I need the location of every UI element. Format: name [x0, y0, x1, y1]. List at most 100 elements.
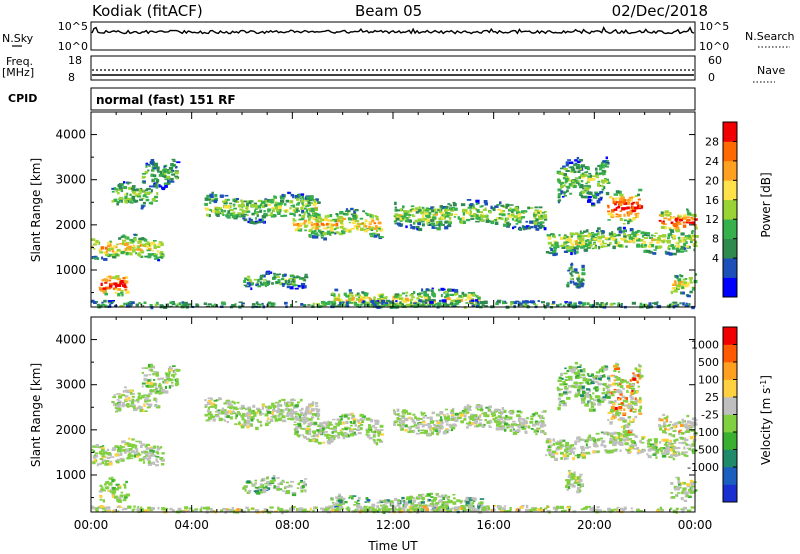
velocity-cell [227, 403, 232, 406]
power-cell [170, 177, 174, 181]
power-cell [244, 277, 248, 281]
power-cell [333, 299, 336, 304]
power-cell [267, 203, 271, 206]
power-cell [569, 280, 572, 284]
power-cell [152, 185, 156, 188]
power-cell [183, 304, 187, 307]
velocity-cell [424, 431, 428, 435]
velocity-cell [665, 446, 669, 449]
power-cell [460, 295, 464, 299]
velocity-cell [497, 418, 501, 421]
velocity-cell [299, 416, 302, 418]
velocity-cell [149, 449, 153, 452]
power-cell [452, 201, 456, 204]
velocity-echo-band [545, 431, 698, 461]
velocity-cell [298, 409, 302, 412]
velocity-cell [429, 428, 432, 432]
velocity-cell [488, 424, 491, 427]
velocity-cell [655, 438, 658, 442]
power-cell [575, 241, 578, 245]
power-cell [219, 194, 224, 198]
power-cell [566, 246, 571, 249]
power-cell [297, 201, 300, 204]
power-cell [256, 213, 259, 218]
velocity-cell [281, 398, 286, 401]
power-cell [332, 294, 336, 297]
power-cell [136, 245, 140, 249]
velocity-cell [161, 463, 165, 466]
power-cell [126, 304, 131, 308]
power-cell [163, 165, 166, 168]
power-cell [616, 243, 619, 247]
velocity-cell [407, 426, 412, 429]
power-cell [112, 276, 117, 280]
velocity-cell [672, 457, 675, 461]
velocity-cell [451, 423, 457, 427]
velocity-cell [634, 408, 637, 411]
power-cell [103, 258, 108, 261]
power-cell [458, 217, 463, 220]
power-cell [575, 166, 580, 170]
power-cell [226, 215, 230, 218]
power-cell [343, 212, 346, 216]
power-cell [315, 198, 319, 202]
velocity-cell [274, 417, 278, 421]
velocity-echo-band [607, 362, 644, 434]
power-cell [660, 225, 665, 229]
velocity-cell [306, 437, 310, 441]
velocity-cell [401, 415, 405, 418]
power-cell [453, 303, 458, 306]
velocity-cell [558, 393, 561, 396]
velocity-cell [123, 483, 127, 486]
velocity-cell [344, 415, 348, 418]
nsearch-label: N.Search [745, 30, 795, 43]
power-cell [583, 231, 587, 233]
power-cell [243, 200, 247, 203]
power-cell [601, 169, 606, 174]
velocity-cell [585, 380, 588, 384]
velocity-cell [689, 436, 694, 440]
velocity-cell [625, 397, 628, 401]
velocity-cell [356, 428, 361, 431]
velocity-cell [142, 457, 147, 460]
velocity-cell [150, 369, 154, 372]
power-cell [363, 300, 367, 303]
power-cell [454, 300, 459, 302]
power-cell [690, 239, 694, 241]
velocity-cell [623, 424, 626, 428]
velocity-cell [302, 413, 306, 416]
power-cell [684, 214, 687, 217]
velocity-cell [121, 449, 126, 452]
velocity-cell [205, 419, 209, 422]
power-cell [632, 201, 636, 204]
power-cell [623, 202, 628, 205]
velocity-cell [530, 428, 534, 430]
power-cell [263, 213, 267, 216]
power-cell [176, 161, 181, 164]
velocity-cell [152, 372, 155, 376]
velocity-cell [121, 394, 126, 397]
power-cell [559, 303, 562, 306]
velocity-cell [578, 454, 581, 458]
power-cell [150, 241, 156, 245]
power-cell [643, 233, 648, 236]
power-ytick-label: 1000 [55, 263, 86, 277]
power-cell [683, 238, 687, 242]
power-cell [434, 208, 437, 212]
power-cell [581, 272, 586, 276]
velocity-cell [602, 374, 606, 378]
velocity-cell [436, 414, 440, 417]
velocity-cell [116, 449, 122, 453]
velocity-cell [596, 388, 600, 390]
power-cell [338, 215, 343, 218]
power-cell [678, 219, 683, 221]
power-cell [291, 281, 295, 285]
power-cell [98, 286, 102, 289]
power-cell [113, 245, 117, 247]
power-cell [422, 302, 425, 305]
power-cell [107, 255, 111, 258]
velocity-cell [325, 430, 328, 433]
power-cell [124, 276, 129, 279]
power-cell [284, 203, 287, 206]
power-cell [301, 209, 305, 213]
